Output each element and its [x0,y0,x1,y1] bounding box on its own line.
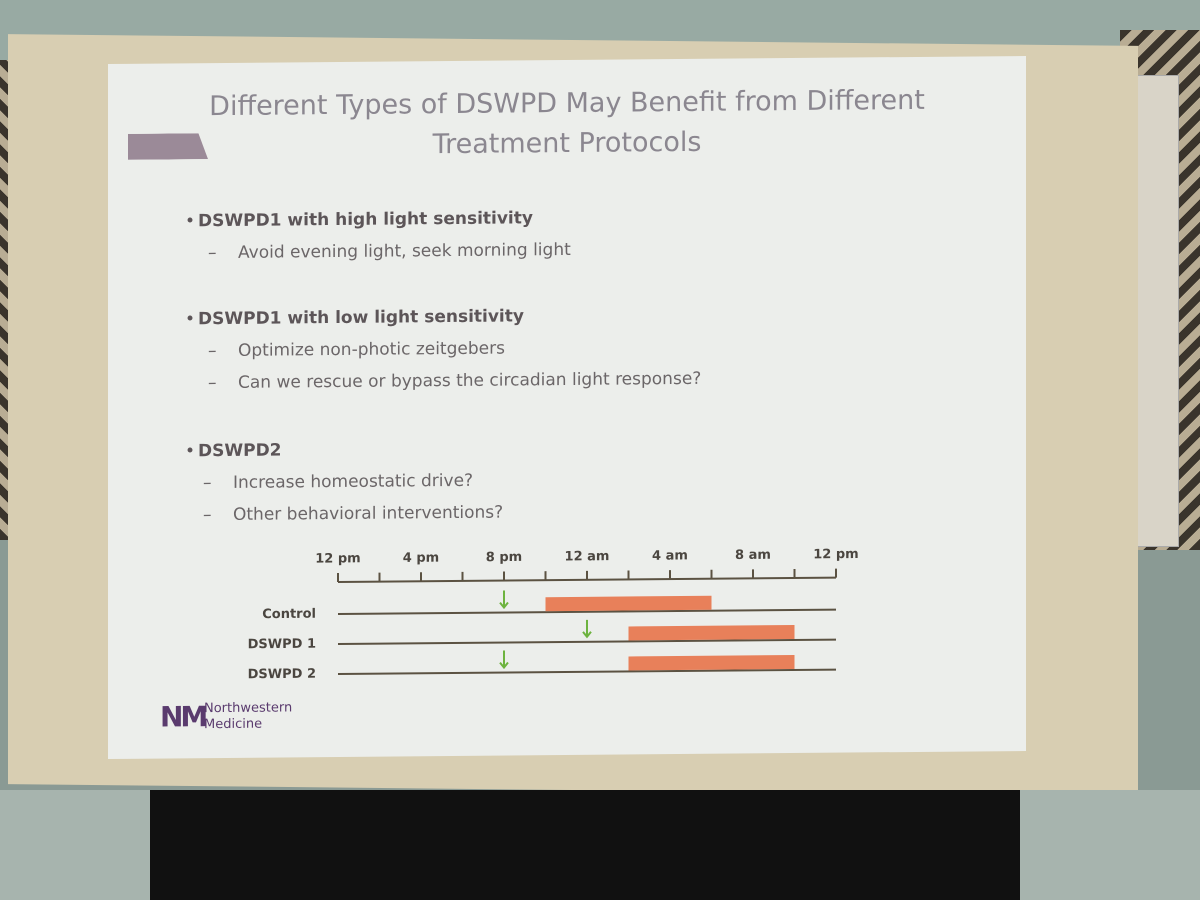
x-tick-label: 4 pm [403,551,439,566]
onset-arrow [499,650,509,670]
x-tick-label: 12 pm [315,551,360,566]
onset-arrow [582,619,592,639]
timeline-chart: 12 pm 4 pm 8 pm 12 am 4 am 8 am 12 pm Control DS… [248,547,859,683]
row-label: DSWPD 2 [248,667,316,683]
wall [0,790,150,900]
sleep-bar [628,625,795,641]
slide: Different Types of DSWPD May Benefit fro… [108,55,1026,760]
row-label: DSWPD 1 [248,637,316,653]
sleep-bar [545,595,712,612]
x-tick-label: 12 am [565,549,610,564]
x-tick-label: 8 pm [486,550,522,565]
x-tick-label: 4 am [652,548,688,563]
onset-arrow [499,590,509,610]
stage [150,790,1020,900]
row-label: Control [262,607,316,622]
row-line [338,668,836,675]
row-line [338,638,836,645]
x-tick-label: 8 am [735,548,771,563]
sleep-bar [628,655,795,671]
row-line [338,608,836,615]
wall [1020,790,1200,900]
x-tick-label: 12 pm [813,547,858,562]
